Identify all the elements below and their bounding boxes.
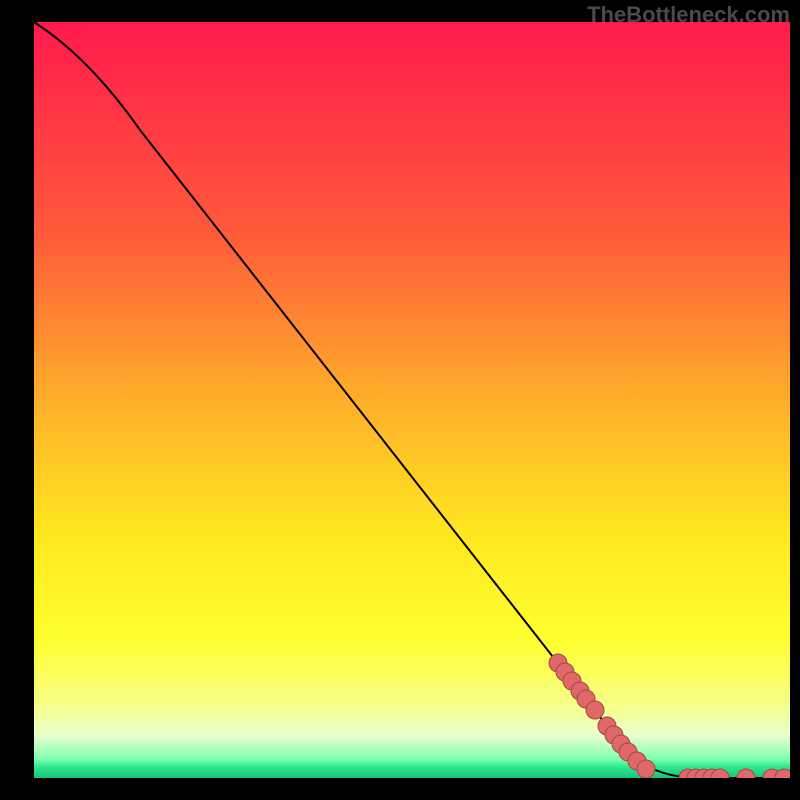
bottleneck-chart (0, 0, 800, 800)
data-marker (637, 760, 655, 778)
data-marker (737, 769, 755, 787)
data-marker (775, 769, 793, 787)
gradient-background (34, 22, 790, 778)
data-marker (586, 701, 604, 719)
data-marker (711, 769, 729, 787)
attribution-text: TheBottleneck.com (587, 2, 790, 28)
